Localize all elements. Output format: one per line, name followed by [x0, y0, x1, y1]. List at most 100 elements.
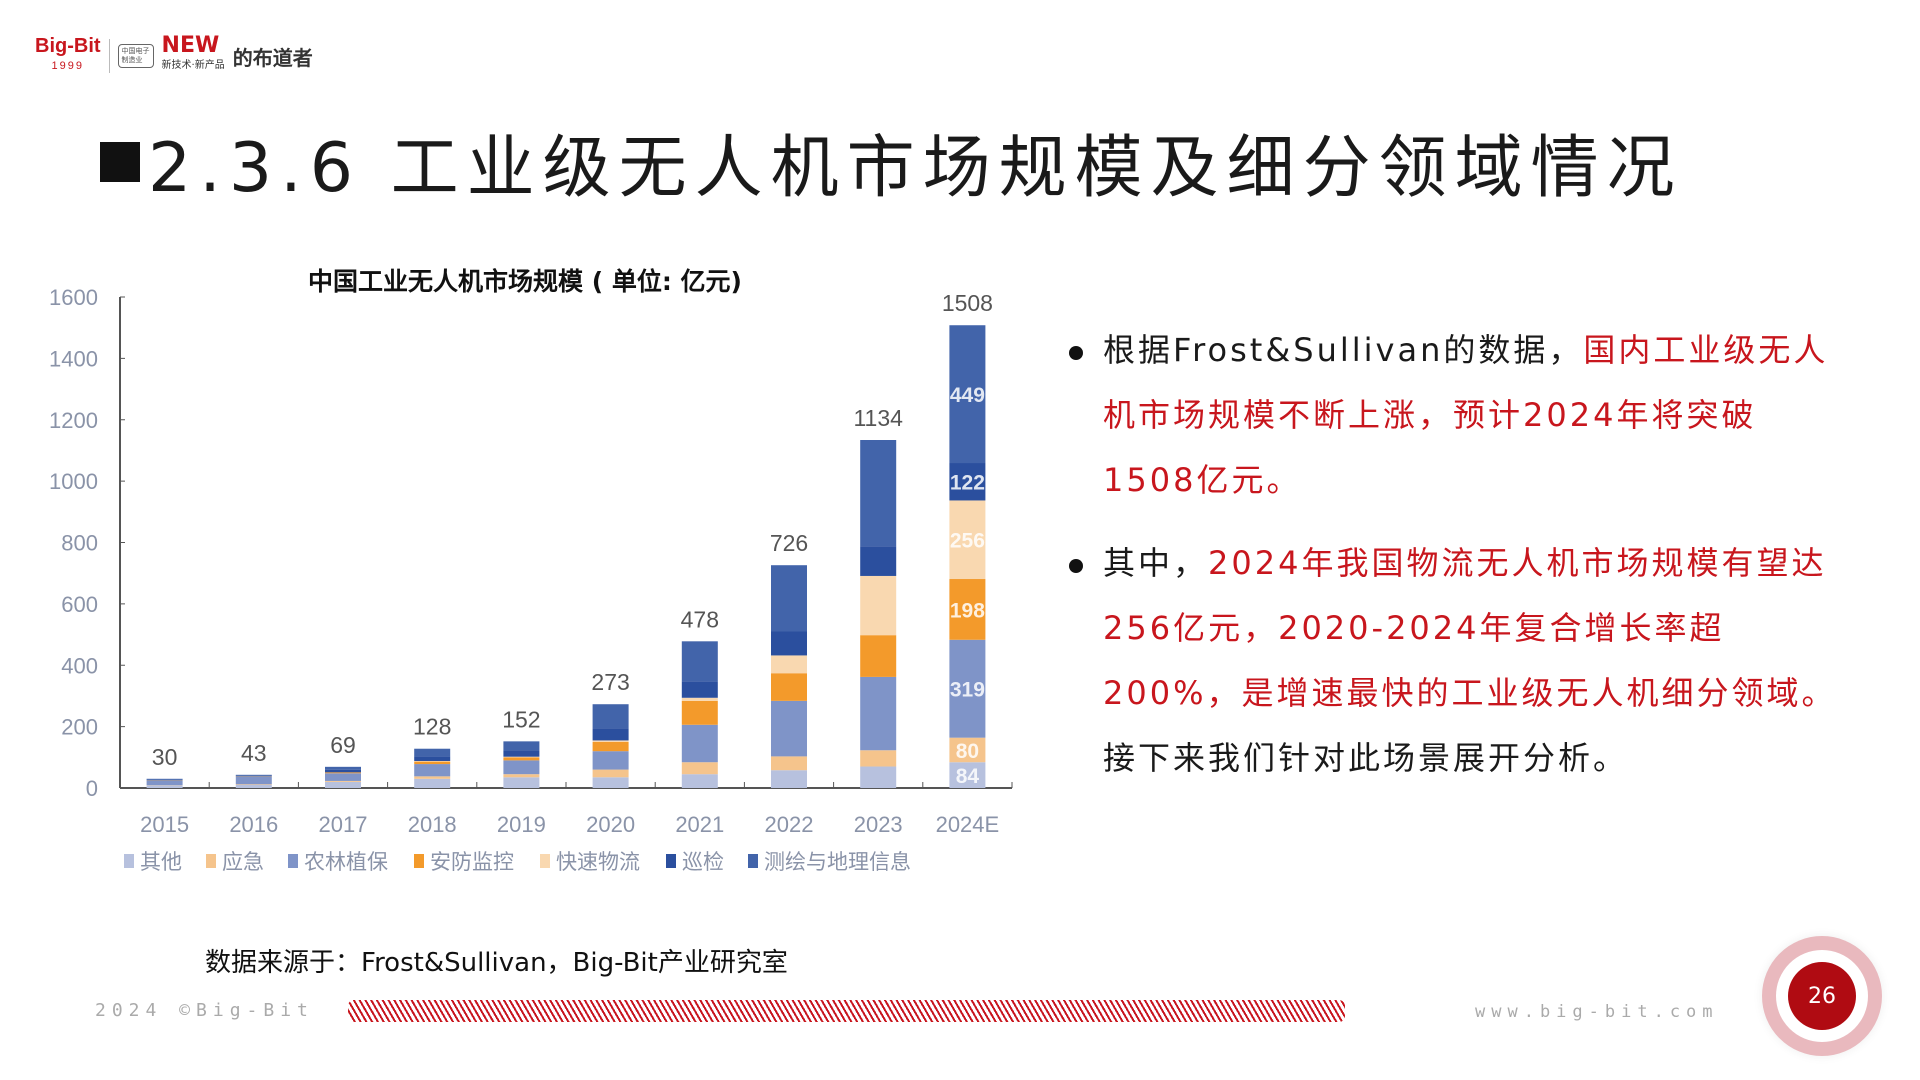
segment-label: 319 — [950, 679, 985, 702]
bar-segment — [235, 784, 272, 785]
page-number: 26 — [1788, 962, 1856, 1030]
x-tick-label: 2022 — [765, 812, 814, 837]
y-tick-label: 1400 — [49, 346, 98, 371]
legend-swatch — [206, 854, 216, 868]
y-tick-label: 200 — [61, 715, 98, 740]
x-tick-label: 2016 — [229, 812, 278, 837]
bar-segment — [325, 772, 361, 774]
logo-divider — [108, 39, 110, 73]
bar-segment — [949, 463, 986, 501]
y-tick-label: 1200 — [49, 408, 98, 433]
stacked-bar-chart: 0 200 400 600 800 1000 1200 1400 1600 30 2015 43 201… — [49, 285, 1013, 874]
bullet-text: 其中， — [1103, 544, 1209, 582]
bar-segment — [503, 757, 540, 761]
x-tick-label: 2024E — [936, 812, 1000, 837]
x-tick-label: 2021 — [675, 812, 724, 837]
bar-segment — [325, 780, 361, 782]
bar-segment — [681, 762, 718, 775]
x-tick-label: 2018 — [408, 812, 457, 837]
logo-badge: 中国电子制造业 — [117, 44, 154, 68]
bar-segment — [860, 676, 897, 751]
bar-segment — [414, 756, 451, 761]
bullet-list: 根据Frost&Sullivan的数据，国内工业级无人机市场规模不断上涨，预计2… — [1065, 318, 1845, 809]
bar-segment — [325, 766, 361, 770]
bar-segment — [414, 748, 451, 757]
legend-label: 安防监控 — [430, 851, 514, 874]
bar-segment — [949, 639, 986, 738]
bar-segment — [860, 635, 897, 677]
bar-segment — [146, 780, 183, 786]
segment-label: 198 — [950, 599, 985, 622]
total-label: 478 — [681, 606, 719, 632]
legend-label: 应急 — [222, 851, 264, 874]
bullet-dot-icon — [1069, 559, 1083, 573]
bar-segment — [592, 741, 629, 752]
legend-label: 巡检 — [682, 851, 724, 874]
segment-label: 122 — [950, 472, 985, 495]
bar-segment — [949, 579, 986, 640]
total-label: 43 — [241, 740, 267, 766]
bar-segment — [681, 774, 718, 788]
bar-segment — [681, 700, 718, 725]
bar-segment — [860, 575, 897, 636]
bar-segment — [235, 776, 272, 785]
bar-segment — [414, 764, 451, 777]
bar-segment — [771, 655, 807, 674]
bar-segment — [146, 778, 183, 780]
logo-brand: Big-Bit 1999 — [35, 35, 101, 72]
title-square-icon — [100, 141, 140, 182]
page-title-text: 2.3.6 工业级无人机市场规模及细分领域情况 — [148, 129, 1683, 208]
bar-segment — [771, 770, 807, 788]
legend-swatch — [124, 854, 134, 868]
bullet-item: 其中，2024年我国物流无人机市场规模有望达256亿元，2020-2024年复合… — [1065, 531, 1845, 791]
bar-segment — [503, 741, 540, 751]
bar-segment — [771, 565, 807, 632]
bar-segment — [414, 760, 451, 762]
bar-segment — [949, 762, 986, 788]
bar-segment — [592, 740, 629, 742]
data-source: 数据来源于：Frost&Sullivan，Big-Bit产业研究室 — [205, 948, 788, 978]
bar-segment — [771, 700, 807, 757]
bar-segment — [235, 775, 272, 777]
bullet-text-highlight: 国内工业级无人机市场规模不断上涨，预计2024年将突破1508亿元。 — [1103, 331, 1829, 499]
bar-segment — [146, 785, 183, 788]
bullet-dot-icon — [1069, 346, 1083, 360]
bar-segment — [949, 737, 986, 763]
total-label: 1134 — [853, 405, 903, 431]
page-number-badge: 26 — [1762, 936, 1882, 1056]
footer-site: www.big-bit.com — [1475, 1002, 1719, 1022]
bar-segment — [325, 773, 361, 781]
bar-segment — [681, 724, 718, 763]
legend-label: 农林植保 — [304, 851, 388, 874]
total-label: 1508 — [942, 290, 993, 316]
y-tick-label: 1000 — [49, 469, 98, 494]
footer-hatch-bar — [348, 1000, 1345, 1022]
page-title: 2.3.6 工业级无人机市场规模及细分领域情况 — [100, 112, 1683, 211]
bar-segment — [949, 325, 986, 464]
bar-segment — [503, 777, 540, 788]
bar-segment — [503, 750, 540, 757]
bar-segment — [414, 761, 451, 765]
bar-segment — [771, 673, 807, 701]
bar-segment — [146, 779, 183, 781]
y-tick-label: 1600 — [49, 285, 98, 310]
bar-segment — [414, 776, 451, 779]
bar-segment — [949, 500, 986, 580]
bar-segment — [592, 728, 629, 741]
bullet-text: 接下来我们针对此场景展开分析。 — [1103, 739, 1629, 777]
segment-label: 449 — [950, 384, 985, 407]
bar-segment — [860, 750, 897, 767]
segment-label: 256 — [950, 530, 985, 553]
total-label: 128 — [413, 714, 451, 740]
logo: Big-Bit 1999 中国电子制造业 NEW 新技术·新产品 的布道者 — [35, 28, 313, 84]
bar-segment — [592, 769, 629, 778]
legend-swatch — [288, 854, 298, 868]
legend-swatch — [666, 854, 676, 868]
legend-label: 其他 — [140, 851, 182, 874]
bar-segment — [235, 784, 272, 788]
total-label: 273 — [591, 669, 629, 695]
bar-segment — [771, 756, 807, 771]
legend-label: 测绘与地理信息 — [764, 851, 911, 874]
bar-segment — [860, 766, 897, 788]
bullet-item: 根据Frost&Sullivan的数据，国内工业级无人机市场规模不断上涨，预计2… — [1065, 318, 1845, 513]
